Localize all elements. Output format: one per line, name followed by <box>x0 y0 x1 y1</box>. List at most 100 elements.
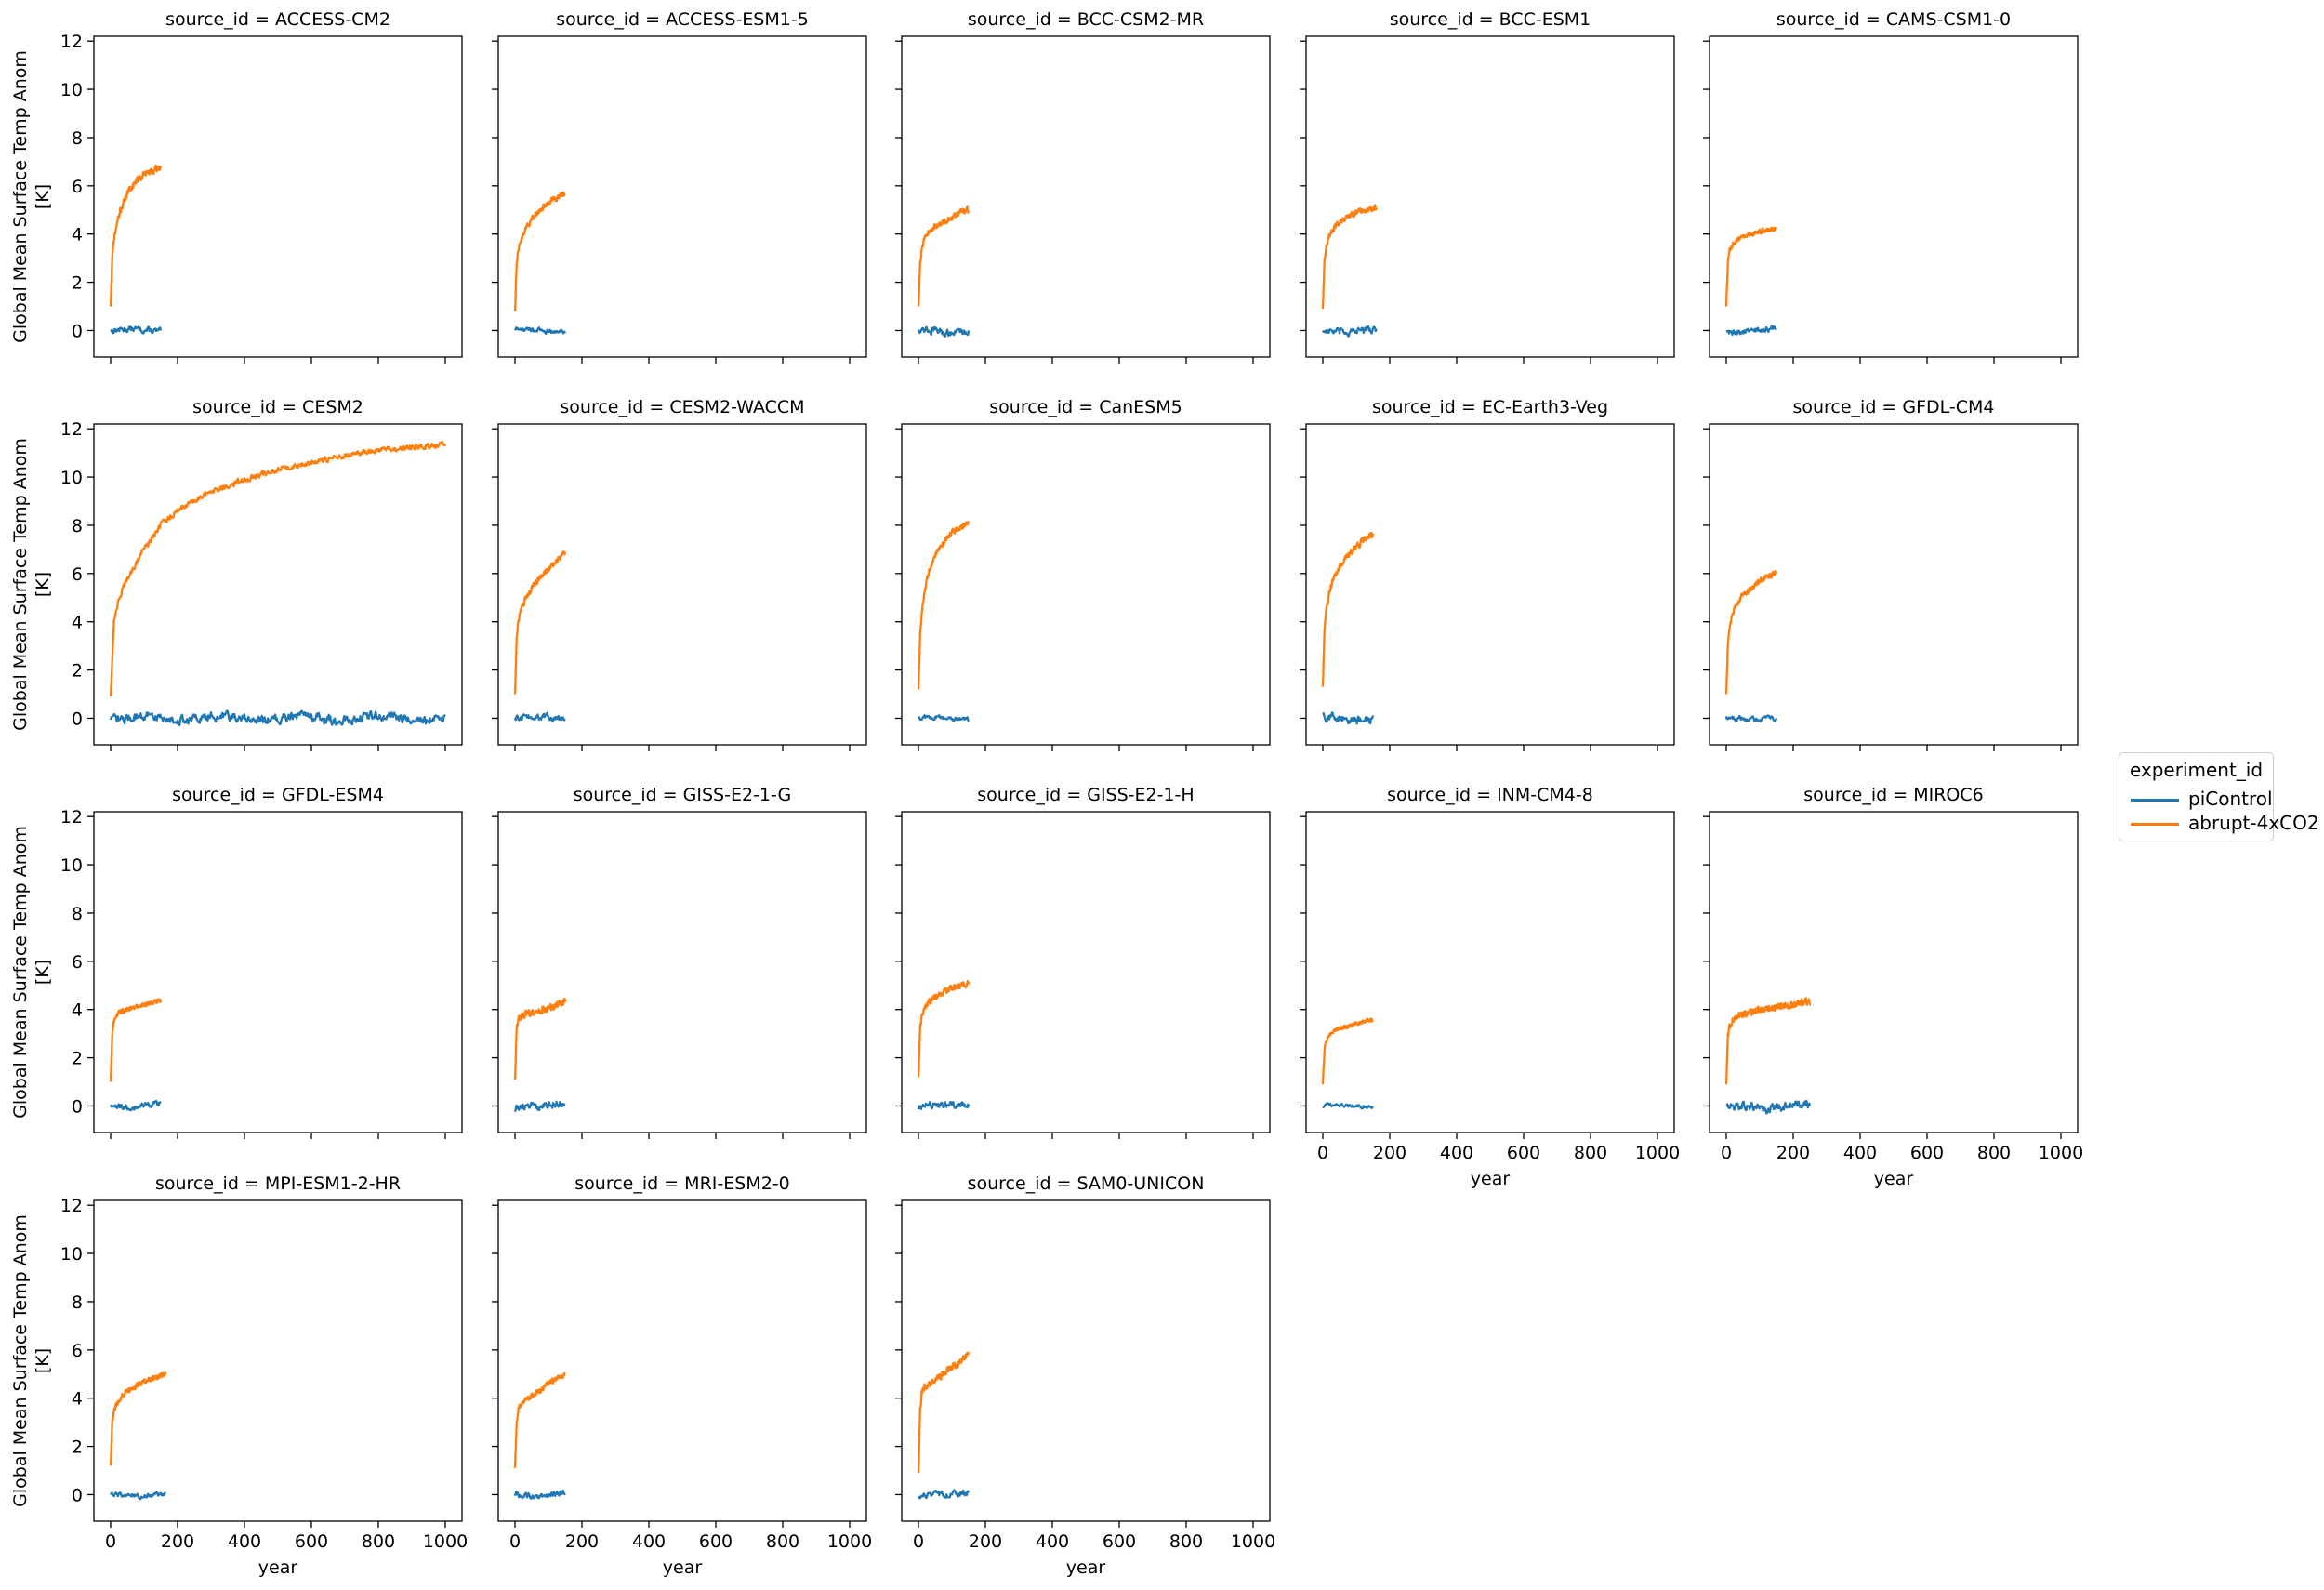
y-tick-label: 2 <box>72 1438 83 1458</box>
x-tick-label: 200 <box>1776 1143 1810 1163</box>
series-picontrol-line <box>513 1100 566 1113</box>
series-picontrol-line <box>1322 1102 1374 1110</box>
y-tick-label: 2 <box>72 273 83 294</box>
panel-cesm2-waccm: source_id = CESM2-WACCM <box>492 397 867 751</box>
panel-frame <box>1305 35 1675 358</box>
x-tick-label: 400 <box>1843 1143 1877 1163</box>
series-abrupt-4xco2-line <box>513 997 567 1080</box>
series-picontrol-line <box>109 709 446 727</box>
panel-title: source_id = CESM2 <box>192 397 363 417</box>
panel-title: source_id = CESM2-WACCM <box>560 397 804 417</box>
x-tick-label: 400 <box>1036 1531 1069 1552</box>
series-abrupt-4xco2-line <box>513 191 566 311</box>
panel-mri-esm2-0: source_id = MRI-ESM2-0 0 200 400 600 800 1000 y… <box>492 1173 872 1578</box>
y-tick-label: 8 <box>72 904 83 924</box>
y-axis-label: Global Mean Surface Temp Anom [K] <box>10 1214 53 1507</box>
panel-frame <box>901 35 1271 358</box>
panel-frame <box>93 35 463 358</box>
y-tick-label: 2 <box>72 1049 83 1069</box>
series-abrupt-4xco2-line <box>917 205 971 307</box>
x-axis-label: year <box>1874 1169 1914 1189</box>
y-tick-label: 6 <box>72 564 83 585</box>
legend-label-picontrol: piControl <box>2188 788 2273 810</box>
panel-title: source_id = GFDL-ESM4 <box>172 785 384 805</box>
y-tick-label: 6 <box>72 1341 83 1361</box>
x-axis-label: year <box>258 1557 298 1578</box>
x-tick-label: 1000 <box>1231 1531 1275 1552</box>
y-axis-label: Global Mean Surface Temp Anom [K] <box>10 438 53 731</box>
legend-label-abrupt-4xco2: abrupt-4xCO2 <box>2188 812 2319 834</box>
series-abrupt-4xco2-line <box>1724 997 1812 1085</box>
series-picontrol-line <box>1322 325 1378 338</box>
y-tick-label: 4 <box>72 225 83 245</box>
panel-frame <box>497 811 867 1133</box>
y-tick-label: 10 <box>60 80 83 100</box>
panel-title: source_id = MRI-ESM2-0 <box>574 1173 789 1194</box>
series-abrupt-4xco2-line <box>1321 531 1375 687</box>
legend-swatch-abrupt-4xco2 <box>2131 823 2179 826</box>
y-tick-label: 12 <box>60 32 83 52</box>
series-abrupt-4xco2-line <box>917 521 970 690</box>
series-abrupt-4xco2-line <box>109 164 163 307</box>
y-tick-label: 4 <box>72 1389 83 1410</box>
y-tick-label: 10 <box>60 855 83 876</box>
panel-frame <box>1709 811 2079 1133</box>
panel-ec-earth3-veg: source_id = EC-Earth3-Veg <box>1300 397 1675 751</box>
x-tick-label: 0 <box>105 1531 116 1552</box>
panel-sam0-unicon: source_id = SAM0-UNICON 0 200 400 600 800 1000… <box>895 1173 1275 1578</box>
x-tick-label: 0 <box>509 1531 521 1552</box>
x-tick-label: 0 <box>1317 1143 1328 1163</box>
panel-title: source_id = SAM0-UNICON <box>968 1173 1205 1194</box>
x-tick-label: 400 <box>1440 1143 1473 1163</box>
x-tick-label: 200 <box>565 1531 599 1552</box>
series-abrupt-4xco2-line <box>109 1371 167 1466</box>
panel-mpi-esm1-2-hr: source_id = MPI-ESM1-2-HR 0 200 400 600 800 10… <box>10 1173 468 1578</box>
x-tick-label: 1000 <box>827 1531 872 1552</box>
panel-frame <box>901 423 1271 746</box>
panel-gfdl-cm4: source_id = GFDL-CM4 <box>1703 397 2079 751</box>
panel-frame <box>901 811 1271 1133</box>
series-picontrol-line <box>513 711 566 722</box>
panel-frame <box>1305 811 1675 1133</box>
y-tick-label: 0 <box>72 1096 83 1117</box>
panel-frame <box>497 35 867 358</box>
legend-swatch-picontrol <box>2131 799 2179 802</box>
y-tick-label: 10 <box>60 468 83 488</box>
panel-title: source_id = GISS-E2-1-G <box>574 785 792 805</box>
x-tick-label: 600 <box>1507 1143 1540 1163</box>
panel-title: source_id = ACCESS-CM2 <box>165 9 390 30</box>
y-tick-label: 0 <box>72 1485 83 1505</box>
series-picontrol-line <box>918 1489 971 1500</box>
legend-title: experiment_id <box>2129 759 2264 781</box>
panel-frame <box>1305 423 1675 746</box>
x-tick-label: 1000 <box>423 1531 468 1552</box>
panel-giss-e2-1-g: source_id = GISS-E2-1-G <box>492 785 867 1139</box>
panel-title: source_id = BCC-ESM1 <box>1390 9 1591 30</box>
x-tick-label: 800 <box>362 1531 395 1552</box>
panel-title: source_id = BCC-CSM2-MR <box>968 9 1204 30</box>
y-tick-label: 10 <box>60 1244 83 1265</box>
series-abrupt-4xco2-line <box>109 440 447 697</box>
y-axis-label: Global Mean Surface Temp Anom [K] <box>10 826 53 1119</box>
panel-title: source_id = MPI-ESM1-2-HR <box>155 1173 401 1194</box>
y-tick-label: 6 <box>72 177 83 197</box>
y-tick-label: 12 <box>60 807 83 828</box>
x-tick-label: 800 <box>1169 1531 1203 1552</box>
series-abrupt-4xco2-line <box>1321 1017 1374 1085</box>
panel-title: source_id = EC-Earth3-Veg <box>1372 397 1608 417</box>
panel-bcc-esm1: source_id = BCC-ESM1 <box>1300 9 1675 364</box>
panel-frame <box>93 811 463 1133</box>
x-tick-label: 200 <box>161 1531 194 1552</box>
y-tick-label: 0 <box>72 321 83 341</box>
panel-title: source_id = GFDL-CM4 <box>1792 397 1994 417</box>
y-tick-label: 8 <box>72 516 83 537</box>
x-tick-label: 600 <box>1910 1143 1944 1163</box>
x-tick-label: 800 <box>766 1531 799 1552</box>
x-tick-label: 800 <box>1574 1143 1607 1163</box>
x-tick-label: 0 <box>913 1531 924 1552</box>
x-tick-label: 200 <box>969 1531 1002 1552</box>
x-tick-label: 400 <box>632 1531 666 1552</box>
series-abrupt-4xco2-line <box>513 550 567 695</box>
panel-miroc6: source_id = MIROC6 0 200 400 600 800 1000 year <box>1703 785 2083 1189</box>
